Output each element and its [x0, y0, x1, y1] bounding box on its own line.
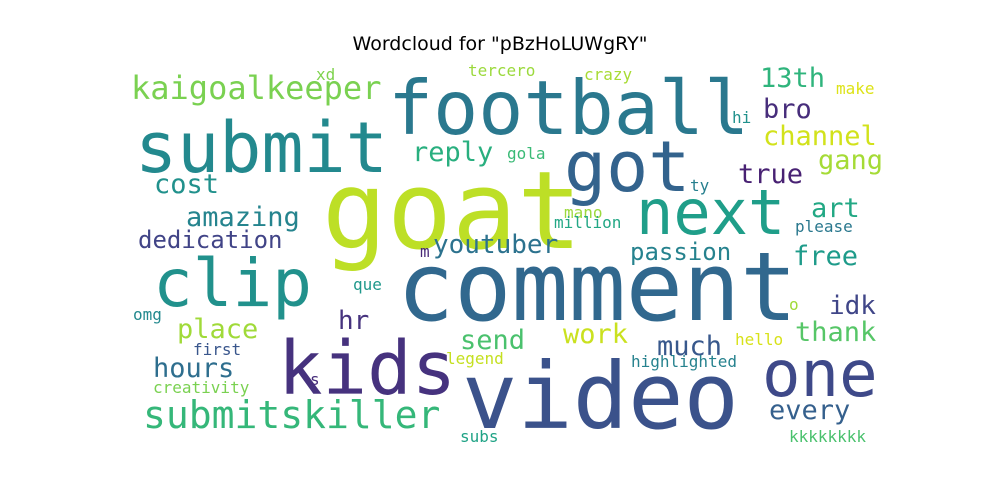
word-crazy: crazy [584, 65, 633, 84]
chart-title: Wordcloud for "pBzHoLUWgRY" [352, 33, 648, 55]
word-idk: idk [829, 291, 876, 321]
word-much: much [657, 331, 722, 362]
word-goat: goat [322, 149, 582, 274]
word-comment: comment [397, 233, 797, 343]
word-submitskiller: submitskiller [143, 393, 440, 437]
word-tercero: tercero [468, 61, 535, 80]
word-million: million [554, 213, 621, 232]
word-channel: channel [763, 121, 877, 152]
word-legend: legend [446, 349, 504, 368]
word-amazing: amazing [186, 202, 300, 233]
word-video: video [462, 343, 739, 450]
word-send: send [460, 325, 525, 356]
word-gang: gang [818, 145, 883, 176]
word-every: every [769, 395, 850, 426]
word-first: first [193, 340, 241, 359]
word-clip: clip [153, 245, 312, 322]
word-kaigoalkeeper: kaigoalkeeper [131, 69, 381, 107]
word-bro: bro [763, 94, 812, 125]
word-thank: thank [795, 317, 876, 348]
word-place: place [177, 314, 258, 345]
word-reply: reply [412, 137, 493, 168]
word-submit: submit [135, 107, 388, 189]
word-next: next [636, 176, 785, 249]
word-work: work [563, 319, 628, 350]
word-highlighted: highlighted [631, 352, 737, 371]
word-kids: kids [278, 326, 456, 412]
word-youtuber: youtuber [433, 230, 558, 260]
word-hello: hello [735, 330, 783, 349]
word-omg: omg [133, 305, 162, 324]
word-one: one [762, 338, 878, 412]
word-xd: xd [316, 65, 335, 84]
word-que: que [353, 275, 382, 294]
word-hi: hi [732, 108, 751, 127]
word-mano: mano [564, 203, 603, 222]
word-got: got [564, 126, 690, 208]
word-please: please [795, 217, 853, 236]
word-ty: ty [690, 176, 710, 195]
word-true: true [738, 159, 803, 190]
word-13th: 13th [760, 63, 825, 94]
word-s: s [310, 370, 320, 389]
word-creativity: creativity [153, 378, 250, 397]
word-kkkkkkkk: kkkkkkkk [789, 427, 866, 446]
word-o: o [789, 295, 799, 314]
word-hours: hours [153, 353, 234, 384]
word-dedication: dedication [138, 226, 283, 254]
word-make: make [836, 79, 875, 98]
word-art: art [811, 193, 860, 224]
word-free: free [793, 241, 858, 272]
word-gola: gola [507, 144, 546, 163]
word-cost: cost [154, 169, 219, 200]
word-football: football [388, 64, 749, 152]
word-hr: hr [338, 306, 369, 336]
word-m: m [420, 242, 430, 261]
word-passion: passion [630, 238, 731, 266]
word-subs: subs [460, 427, 499, 446]
